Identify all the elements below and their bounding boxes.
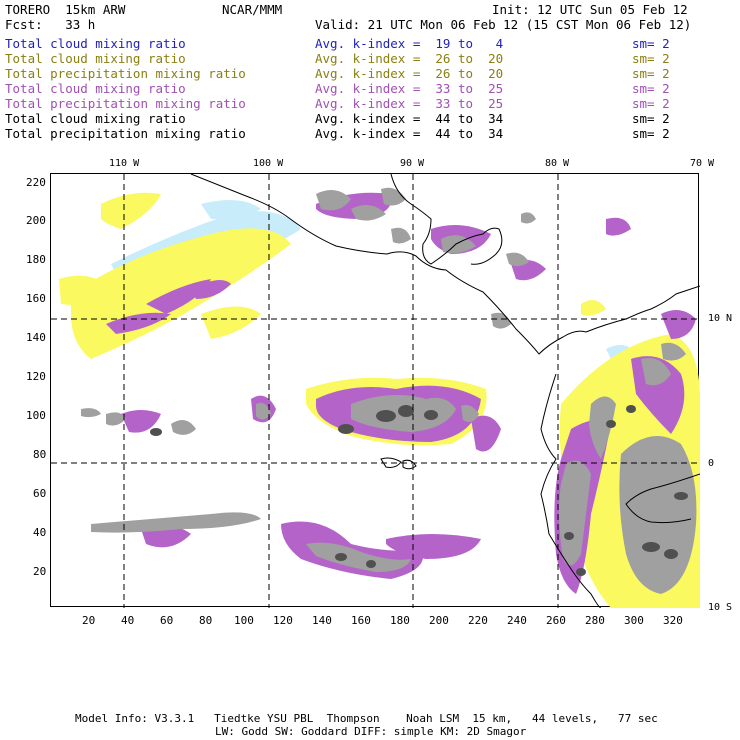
field-kindex: Avg. k-index = 44 to 34 bbox=[315, 126, 504, 141]
model-physics: LW: Godd SW: Goddard DIFF: simple KM: 2D… bbox=[215, 725, 527, 738]
y-tick: 160 bbox=[26, 292, 46, 305]
x-tick: 160 bbox=[351, 614, 371, 627]
lat-label: 0 bbox=[708, 458, 715, 469]
y-tick: 80 bbox=[33, 448, 47, 461]
field-name: Total precipitation mixing ratio bbox=[5, 66, 246, 81]
x-tick: 60 bbox=[160, 614, 174, 627]
lon-label: 80 W bbox=[545, 158, 570, 169]
x-tick: 180 bbox=[390, 614, 410, 627]
y-tick: 200 bbox=[26, 214, 46, 227]
field-name: Total cloud mixing ratio bbox=[5, 81, 186, 96]
lon-label: 90 W bbox=[400, 158, 425, 169]
y-tick: 20 bbox=[33, 565, 47, 578]
lon-label: 70 W bbox=[690, 158, 715, 169]
y-tick: 60 bbox=[33, 487, 47, 500]
field-kindex: Avg. k-index = 19 to 4 bbox=[315, 36, 504, 51]
dark-gray-cloud-cores bbox=[150, 405, 688, 576]
field-sm: sm= 2 bbox=[632, 36, 670, 51]
y-tick: 120 bbox=[26, 370, 46, 383]
organization: NCAR/MMM bbox=[222, 2, 283, 17]
lat-label: 10 N bbox=[708, 313, 733, 324]
y-tick: 180 bbox=[26, 253, 46, 266]
coastlines bbox=[190, 174, 700, 608]
field-sm: sm= 2 bbox=[632, 111, 670, 126]
field-kindex: Avg. k-index = 26 to 20 bbox=[315, 51, 504, 66]
field-name: Total precipitation mixing ratio bbox=[5, 96, 246, 111]
graticule bbox=[51, 174, 700, 608]
x-tick: 240 bbox=[507, 614, 527, 627]
map-canvas bbox=[51, 174, 700, 608]
field-kindex: Avg. k-index = 33 to 25 bbox=[315, 96, 504, 111]
x-tick: 80 bbox=[199, 614, 213, 627]
x-tick: 220 bbox=[468, 614, 488, 627]
x-tick: 40 bbox=[121, 614, 135, 627]
field-kindex: Avg. k-index = 26 to 20 bbox=[315, 66, 504, 81]
field-kindex: Avg. k-index = 33 to 25 bbox=[315, 81, 504, 96]
field-sm: sm= 2 bbox=[632, 66, 670, 81]
lon-label: 110 W bbox=[109, 158, 140, 169]
x-tick: 300 bbox=[624, 614, 644, 627]
x-tick: 260 bbox=[546, 614, 566, 627]
model-info: Model Info: V3.3.1 Tiedtke YSU PBL Thomp… bbox=[75, 712, 658, 725]
init-time: Init: 12 UTC Sun 05 Feb 12 bbox=[492, 2, 688, 17]
y-tick: 40 bbox=[33, 526, 47, 539]
model-name: TORERO 15km ARW bbox=[5, 2, 126, 17]
x-tick: 120 bbox=[273, 614, 293, 627]
x-tick: 200 bbox=[429, 614, 449, 627]
x-tick: 280 bbox=[585, 614, 605, 627]
field-name: Total cloud mixing ratio bbox=[5, 36, 186, 51]
field-sm: sm= 2 bbox=[632, 126, 670, 141]
field-sm: sm= 2 bbox=[632, 51, 670, 66]
lat-label: 10 S bbox=[708, 602, 733, 613]
y-tick: 100 bbox=[26, 409, 46, 422]
forecast-hour: Fcst: 33 h bbox=[5, 17, 96, 32]
x-tick: 320 bbox=[663, 614, 683, 627]
field-name: Total cloud mixing ratio bbox=[5, 51, 186, 66]
field-kindex: Avg. k-index = 44 to 34 bbox=[315, 111, 504, 126]
field-name: Total precipitation mixing ratio bbox=[5, 126, 246, 141]
field-name: Total cloud mixing ratio bbox=[5, 111, 186, 126]
y-tick: 140 bbox=[26, 331, 46, 344]
field-sm: sm= 2 bbox=[632, 96, 670, 111]
weather-map bbox=[50, 173, 700, 608]
valid-time: Valid: 21 UTC Mon 06 Feb 12 (15 CST Mon … bbox=[315, 17, 692, 32]
x-tick: 140 bbox=[312, 614, 332, 627]
field-sm: sm= 2 bbox=[632, 81, 670, 96]
x-tick: 20 bbox=[82, 614, 96, 627]
y-tick: 220 bbox=[26, 176, 46, 189]
x-tick: 100 bbox=[234, 614, 254, 627]
lon-label: 100 W bbox=[253, 158, 284, 169]
